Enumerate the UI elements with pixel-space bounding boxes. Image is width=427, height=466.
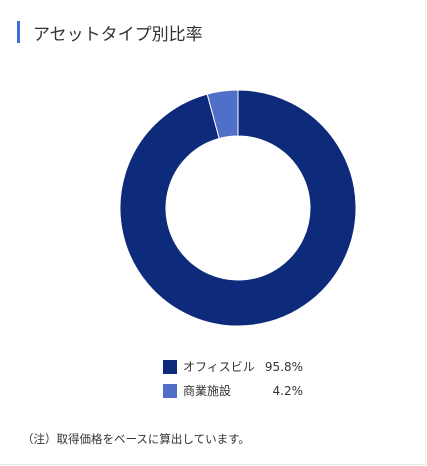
legend-label-office: オフィスビル: [183, 360, 255, 374]
legend-label-retail: 商業施設: [183, 384, 232, 398]
legend-swatch-retail: [163, 383, 177, 398]
chart-legend: オフィスビル 95.8% 商業施設 4.2%: [163, 356, 363, 404]
title-accent-bar: [17, 21, 20, 43]
donut-slice-office: [119, 89, 357, 327]
legend-swatch-office: [163, 359, 177, 374]
chart-title: アセットタイプ別比率: [33, 24, 203, 45]
legend-item-office: オフィスビル 95.8%: [163, 356, 363, 377]
donut-slice-retail: [206, 89, 239, 140]
footnote: （注）取得価格をベースに算出しています。: [22, 432, 250, 446]
legend-item-retail: 商業施設 4.2%: [163, 380, 363, 401]
legend-value-office: 95.8%: [264, 359, 303, 374]
donut-slices: [119, 89, 357, 327]
chart-header: アセットタイプ別比率: [17, 21, 203, 45]
legend-value-retail: 4.2%: [272, 383, 304, 398]
